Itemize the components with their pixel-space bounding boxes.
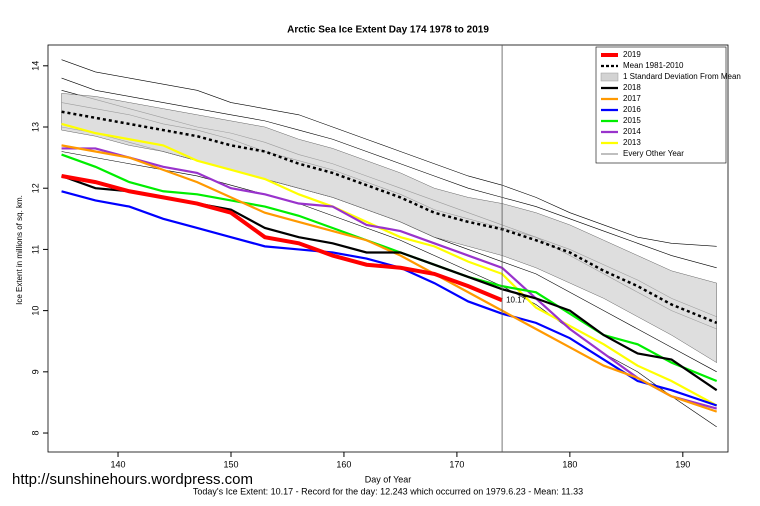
x-tick-label: 190 <box>675 459 690 469</box>
watermark: http://sunshinehours.wordpress.com <box>12 471 253 488</box>
chart-title: Arctic Sea Ice Extent Day 174 1978 to 20… <box>287 25 489 36</box>
legend-label: 1 Standard Deviation From Mean <box>623 72 741 81</box>
legend-label: 2014 <box>623 127 641 136</box>
annotation: 10.17 <box>506 295 527 304</box>
y-tick-label: 12 <box>30 183 40 193</box>
x-tick-label: 150 <box>223 459 238 469</box>
other-year-line <box>61 59 717 247</box>
legend-swatch <box>600 72 619 82</box>
footer: Today's Ice Extent: 10.17 - Record for t… <box>193 486 583 496</box>
series-line <box>61 174 503 303</box>
legend-label: 2016 <box>623 105 641 114</box>
y-tick-label: 13 <box>30 122 40 132</box>
x-tick-label: 140 <box>111 459 126 469</box>
legend-label: Every Other Year <box>623 149 684 158</box>
plot-frame <box>47 44 729 453</box>
series-line <box>61 144 718 413</box>
y-tick-label: 9 <box>30 369 40 374</box>
x-tick-label: 160 <box>336 459 351 469</box>
y-axis-label: Ice Extent in millions of sq. km. <box>15 195 24 305</box>
legend-label: 2018 <box>623 83 641 92</box>
legend-label: 2015 <box>623 116 641 125</box>
legend-label: 2013 <box>623 138 641 147</box>
y-tick-label: 11 <box>30 245 40 254</box>
x-tick-label: 180 <box>562 459 577 469</box>
y-tick-label: 14 <box>30 61 40 71</box>
legend-label: 2017 <box>623 94 641 103</box>
x-axis-label: Day of Year <box>365 474 412 484</box>
other-year-line <box>61 77 717 269</box>
series-line <box>61 190 718 407</box>
y-tick-label: 8 <box>30 431 40 436</box>
legend-label: 2019 <box>623 50 641 59</box>
series-line <box>61 122 718 407</box>
series-line <box>61 110 718 325</box>
legend-label: Mean 1981-2010 <box>623 61 684 70</box>
y-tick-label: 10 <box>30 306 40 316</box>
series-line <box>61 147 717 410</box>
x-tick-label: 170 <box>449 459 464 469</box>
